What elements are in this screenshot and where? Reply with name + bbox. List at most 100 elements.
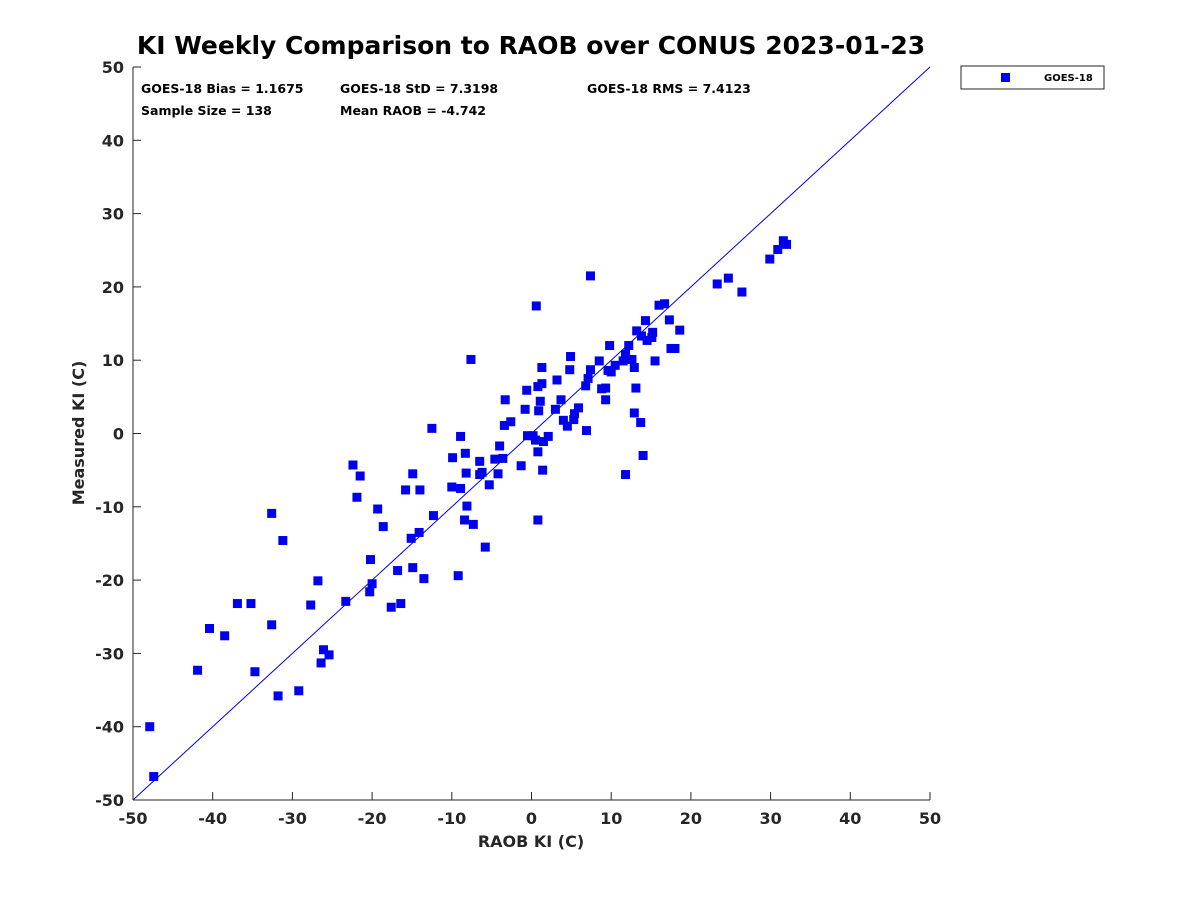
data-point: [765, 254, 775, 264]
y-tick-label: 50: [102, 58, 124, 77]
x-tick-label: 50: [919, 809, 941, 828]
data-point: [654, 300, 664, 310]
data-point: [414, 527, 424, 537]
data-point: [401, 485, 411, 495]
data-point: [267, 620, 277, 630]
data-point: [650, 356, 660, 366]
legend-box: [960, 65, 1105, 90]
data-point: [543, 431, 553, 441]
data-point: [393, 566, 403, 576]
data-point: [534, 406, 544, 416]
data-point: [670, 343, 680, 353]
data-point: [493, 469, 503, 479]
data-point: [640, 316, 650, 326]
data-point: [348, 460, 358, 470]
data-point: [460, 515, 470, 525]
data-point: [500, 395, 510, 405]
x-tick-label: -50: [119, 809, 148, 828]
data-point: [647, 332, 657, 342]
y-tick-label: 20: [102, 278, 124, 297]
data-point: [352, 492, 362, 502]
data-point: [712, 279, 722, 289]
data-point: [193, 665, 203, 675]
y-tick-label: 0: [113, 425, 124, 444]
data-point: [456, 483, 466, 493]
data-point: [516, 461, 526, 471]
data-point: [267, 508, 277, 518]
data-point: [782, 239, 792, 249]
data-point: [675, 325, 685, 335]
data-point: [498, 453, 508, 463]
y-tick-label: 10: [102, 351, 124, 370]
data-point: [460, 448, 470, 458]
data-point: [246, 599, 256, 609]
x-tick-label: 20: [680, 809, 702, 828]
data-point: [466, 354, 476, 364]
data-point: [408, 469, 418, 479]
data-point: [378, 522, 388, 532]
data-point: [313, 576, 323, 586]
data-point: [480, 542, 490, 552]
data-point: [520, 404, 530, 414]
data-point: [341, 596, 351, 606]
x-ticks: -50 -40 -30 -20 -10 0 10 20 30 40 50: [119, 792, 941, 828]
data-point: [621, 470, 631, 480]
data-point: [605, 341, 615, 351]
data-point: [631, 383, 641, 393]
data-point: [552, 375, 562, 385]
data-point: [366, 555, 376, 565]
data-point: [355, 471, 365, 481]
data-point: [581, 381, 591, 391]
data-point: [419, 574, 429, 584]
x-tick-label: -30: [278, 809, 307, 828]
data-point: [220, 631, 230, 641]
data-point: [428, 511, 438, 521]
data-point: [585, 365, 595, 375]
data-point: [664, 315, 674, 325]
data-point: [484, 480, 494, 490]
data-point: [533, 515, 543, 525]
data-point: [386, 602, 396, 612]
data-point: [232, 599, 242, 609]
data-point: [569, 415, 579, 425]
data-point: [448, 453, 458, 463]
data-point: [475, 456, 485, 466]
legend: GOES-18: [960, 65, 1105, 90]
data-point: [624, 341, 634, 351]
data-point: [594, 356, 604, 366]
data-point: [499, 420, 509, 430]
data-point: [660, 299, 670, 309]
data-point: [562, 421, 572, 431]
data-point: [632, 326, 642, 336]
data-point: [737, 287, 747, 297]
data-point: [456, 431, 466, 441]
data-point: [629, 363, 639, 373]
data-point: [601, 395, 611, 405]
x-axis-label: RAOB KI (C): [478, 832, 584, 851]
data-point: [565, 365, 575, 375]
data-point: [636, 418, 646, 428]
stat-std: GOES-18 StD = 7.3198: [340, 81, 498, 96]
data-point: [583, 374, 593, 384]
data-point: [490, 454, 500, 464]
x-tick-label: -40: [198, 809, 227, 828]
data-point: [453, 571, 463, 581]
data-point: [570, 409, 580, 419]
data-point: [294, 686, 304, 696]
data-point: [533, 447, 543, 457]
data-point: [523, 431, 533, 441]
legend-marker-square: [1001, 73, 1010, 82]
x-tick-label: 30: [759, 809, 781, 828]
data-point: [145, 722, 155, 732]
y-tick-label: -10: [95, 498, 124, 517]
stat-sample-size: Sample Size = 138: [141, 103, 272, 118]
data-point: [606, 367, 616, 377]
data-point: [495, 441, 505, 451]
data-point: [535, 396, 545, 406]
data-point: [468, 519, 478, 529]
chart-title: KI Weekly Comparison to RAOB over CONUS …: [137, 31, 925, 60]
data-point: [461, 468, 471, 478]
data-point: [396, 599, 406, 609]
data-point: [642, 335, 652, 345]
